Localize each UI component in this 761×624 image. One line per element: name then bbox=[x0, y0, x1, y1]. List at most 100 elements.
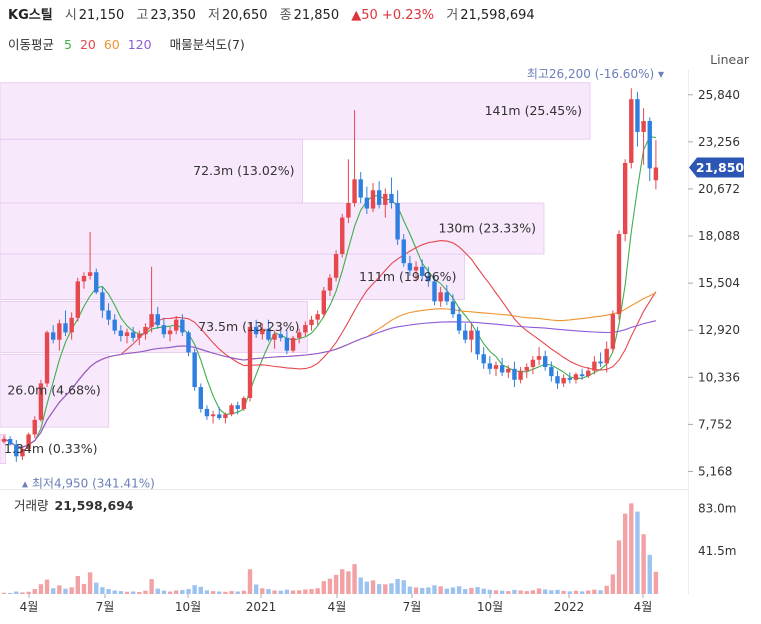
volume-bar bbox=[444, 588, 449, 594]
candle-body bbox=[420, 266, 425, 276]
ma-label[interactable]: 이동평균 bbox=[8, 37, 55, 52]
candle-body bbox=[174, 319, 179, 331]
volume-tick-label: 83.0m bbox=[698, 501, 736, 515]
volume-bar bbox=[290, 590, 296, 594]
candle-body bbox=[51, 332, 56, 340]
candle-body bbox=[364, 197, 370, 209]
candle-body bbox=[333, 254, 339, 278]
candle-body bbox=[167, 330, 173, 335]
candle-body bbox=[44, 332, 50, 384]
candle-body bbox=[524, 367, 529, 371]
high-annotation: 최고26,200 (-16.60%) ▾ bbox=[527, 67, 664, 81]
volume-bar bbox=[346, 571, 351, 594]
volume-bar bbox=[87, 572, 93, 594]
volume-bar bbox=[124, 591, 130, 594]
candle-body bbox=[469, 330, 474, 340]
volume-bar bbox=[487, 589, 493, 594]
volume-bar bbox=[186, 589, 191, 594]
candle-body bbox=[118, 330, 124, 337]
candle-body bbox=[395, 203, 400, 240]
volume-bars bbox=[1, 503, 659, 594]
candle-body bbox=[518, 370, 523, 380]
volume-profile-labels: 1.34m (0.33%) 26.0m (4.68%) 73.5m (13.23%)… bbox=[4, 103, 582, 456]
volume-bar bbox=[210, 591, 216, 594]
volume-bar bbox=[358, 577, 363, 594]
volume-bar bbox=[180, 590, 185, 594]
candle-body bbox=[413, 266, 419, 271]
volume-bar bbox=[340, 569, 345, 594]
close-value: 21,850 bbox=[293, 8, 340, 23]
candle-body bbox=[124, 332, 130, 337]
candle-body bbox=[622, 162, 628, 234]
candle-body bbox=[155, 314, 160, 326]
volume-bar bbox=[94, 582, 99, 594]
volume-bar bbox=[450, 587, 456, 594]
ma-20-label[interactable]: 20 bbox=[79, 37, 96, 52]
price-tick-label: 20,672 bbox=[698, 182, 740, 196]
candle-body bbox=[432, 281, 437, 302]
candle-body bbox=[309, 319, 314, 326]
volume-panel-value: 21,598,694 bbox=[55, 498, 134, 513]
candle-body bbox=[229, 405, 234, 415]
open-label: 시 bbox=[64, 8, 77, 23]
price-tick-label: 10,336 bbox=[698, 370, 740, 384]
candle-body bbox=[487, 363, 493, 369]
candle-body bbox=[647, 121, 652, 169]
volume-bar bbox=[143, 590, 148, 594]
ma-120-label[interactable]: 120 bbox=[127, 37, 152, 52]
candle-body bbox=[358, 179, 363, 198]
volume-profile-label[interactable]: 매물분석도(7) bbox=[169, 37, 245, 52]
candle-body bbox=[340, 217, 345, 255]
candle-body bbox=[272, 334, 277, 340]
volume-bar bbox=[475, 586, 480, 594]
candle-body bbox=[493, 365, 499, 369]
volume-label: 거 bbox=[446, 8, 459, 23]
low-value: 20,650 bbox=[222, 8, 268, 23]
volume-bar bbox=[327, 578, 333, 594]
volume-bar bbox=[561, 590, 566, 594]
ma-120-line bbox=[3, 320, 657, 448]
change-value: ▲50 +0.23% bbox=[351, 8, 435, 23]
volume-bar bbox=[629, 503, 634, 594]
volume-bar bbox=[63, 588, 68, 594]
volume-bar bbox=[100, 587, 105, 594]
candle-body bbox=[57, 323, 62, 340]
date-tick-label: 7월 bbox=[403, 600, 422, 614]
price-tick-label: 23,256 bbox=[698, 135, 740, 149]
volume-bar bbox=[26, 591, 31, 594]
volume-bar bbox=[57, 585, 62, 594]
volume-bar bbox=[75, 575, 80, 594]
volume-bar bbox=[573, 590, 579, 594]
ma-60-label[interactable]: 60 bbox=[103, 37, 120, 52]
volume-bar bbox=[69, 587, 74, 594]
candle-body bbox=[321, 290, 326, 315]
scale-selector[interactable]: Linear bbox=[710, 52, 749, 67]
candle-body bbox=[69, 317, 74, 333]
candle-body bbox=[32, 419, 37, 435]
candle-body bbox=[290, 337, 296, 351]
ma-5-label[interactable]: 5 bbox=[64, 37, 72, 52]
date-tick-label: 2021 bbox=[246, 600, 277, 614]
price-summary: KG스틸 시 21,150 고 23,350 저 20,650 종 21,850 ▲50… bbox=[8, 4, 543, 23]
candle-body bbox=[450, 301, 456, 315]
candle-body bbox=[407, 263, 413, 271]
volume-bar bbox=[192, 585, 197, 594]
volume-profile-band-label: 111m (19.96%) bbox=[359, 269, 456, 284]
volume-bar bbox=[112, 590, 117, 594]
current-price-label: 21,850 bbox=[696, 160, 745, 175]
candle-body bbox=[94, 272, 99, 293]
candle-body bbox=[561, 377, 566, 384]
volume-value: 21,598,694 bbox=[460, 8, 535, 23]
candle-body bbox=[63, 323, 68, 333]
candle-body bbox=[555, 376, 560, 384]
volume-bar bbox=[395, 578, 400, 594]
volume-bar bbox=[567, 591, 572, 594]
candle-body bbox=[284, 337, 290, 351]
candle-body bbox=[346, 203, 351, 218]
volume-bar bbox=[426, 587, 431, 594]
volume-bar bbox=[493, 590, 499, 594]
candle-body bbox=[499, 365, 505, 373]
price-tick-label: 18,088 bbox=[698, 229, 740, 243]
price-tick-label: 15,504 bbox=[698, 276, 740, 290]
